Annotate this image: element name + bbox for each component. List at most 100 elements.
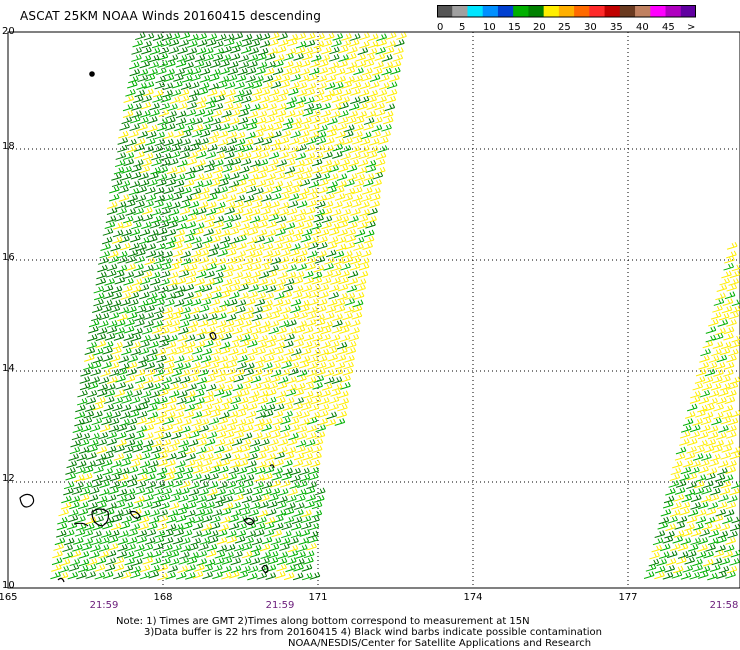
wind-barb — [249, 439, 261, 447]
wind-barb — [305, 256, 317, 265]
wind-barb — [68, 509, 79, 517]
wind-barb — [95, 557, 107, 565]
wind-barb — [177, 159, 188, 168]
wind-barb — [145, 481, 157, 489]
wind-barb — [278, 201, 290, 210]
wind-barb — [727, 530, 738, 539]
wind-barb — [227, 403, 239, 412]
wind-barb — [248, 284, 259, 293]
wind-barb — [240, 508, 251, 517]
wind-barb — [284, 159, 296, 167]
wind-barb — [357, 215, 369, 223]
wind-barb — [98, 376, 110, 385]
wind-barb — [359, 137, 371, 146]
wind-barb — [149, 102, 160, 111]
wind-barb — [241, 432, 253, 441]
wind-barb — [722, 474, 734, 483]
wind-barb — [68, 453, 80, 461]
wind-barb — [157, 509, 169, 518]
wind-barb — [318, 348, 330, 357]
wind-barb — [340, 152, 352, 161]
wind-barb — [320, 109, 332, 118]
wind-barb — [165, 236, 177, 245]
wind-barb — [172, 473, 184, 481]
wind-barb — [348, 333, 360, 342]
wind-barb — [253, 481, 264, 490]
wind-barb — [262, 250, 274, 258]
wind-barb — [110, 299, 122, 308]
wind-barb — [169, 438, 180, 447]
wind-barb — [232, 95, 244, 104]
wind-barb — [127, 355, 139, 363]
wind-barb — [149, 397, 160, 406]
wind-barb — [165, 571, 176, 580]
wind-barb — [117, 137, 129, 145]
wind-barb — [138, 347, 150, 356]
wind-barb — [238, 339, 250, 348]
wind-barb — [99, 250, 111, 259]
wind-barb — [143, 145, 154, 154]
wind-barb — [185, 453, 196, 461]
wind-barb — [278, 313, 289, 322]
wind-barb — [147, 404, 158, 412]
wind-barb — [234, 487, 245, 495]
wind-barb — [665, 487, 676, 496]
wind-barb — [357, 102, 368, 111]
wind-barb — [122, 215, 134, 224]
wind-barb — [261, 257, 273, 266]
wind-barb — [196, 39, 208, 47]
wind-barb — [332, 319, 343, 328]
wind-barb — [196, 446, 207, 455]
wind-barb — [128, 75, 139, 84]
wind-barb — [304, 32, 316, 41]
wind-barb — [56, 529, 67, 538]
wind-barb — [326, 411, 338, 420]
wind-barb — [144, 304, 156, 313]
wind-barb — [332, 143, 344, 152]
wind-barb — [119, 362, 130, 371]
wind-barb — [177, 215, 188, 223]
wind-barb — [158, 446, 170, 454]
wind-barb — [250, 320, 261, 329]
wind-barb — [295, 439, 307, 448]
wind-barb — [215, 264, 227, 272]
wind-barb — [264, 403, 276, 412]
wind-barb — [643, 571, 655, 579]
wind-barb — [243, 312, 254, 321]
wind-barb — [128, 410, 140, 418]
wind-barb — [723, 369, 734, 377]
wind-barb — [707, 537, 719, 546]
wind-barb — [218, 362, 229, 370]
wind-barb — [374, 102, 385, 111]
wind-barb — [695, 409, 706, 418]
wind-barb — [651, 544, 663, 553]
wind-barb — [230, 501, 242, 510]
wind-barb — [236, 347, 248, 356]
wind-barb — [149, 333, 161, 342]
wind-barb — [67, 571, 79, 580]
wind-barb — [321, 94, 333, 103]
wind-barb — [256, 571, 268, 580]
wind-barb — [139, 564, 151, 573]
wind-barb — [714, 473, 726, 482]
wind-barb — [299, 467, 310, 476]
wind-barb — [365, 110, 377, 119]
wind-barb — [690, 460, 701, 468]
wind-barb — [120, 404, 132, 412]
wind-barb — [171, 544, 182, 552]
wind-barb — [196, 558, 208, 566]
wind-barb — [237, 67, 248, 76]
wind-barb — [198, 82, 210, 90]
wind-barb — [139, 291, 150, 300]
wind-barb — [307, 242, 319, 250]
wind-barb — [129, 460, 141, 468]
lat-label: 20 — [2, 26, 15, 37]
wind-barb — [157, 396, 168, 405]
wind-barb — [241, 95, 252, 104]
wind-barb — [215, 495, 226, 504]
wind-barb — [102, 299, 113, 308]
wind-barb — [153, 200, 164, 209]
wind-barb — [275, 390, 287, 399]
wind-barb — [265, 572, 277, 580]
wind-barb — [189, 368, 200, 377]
